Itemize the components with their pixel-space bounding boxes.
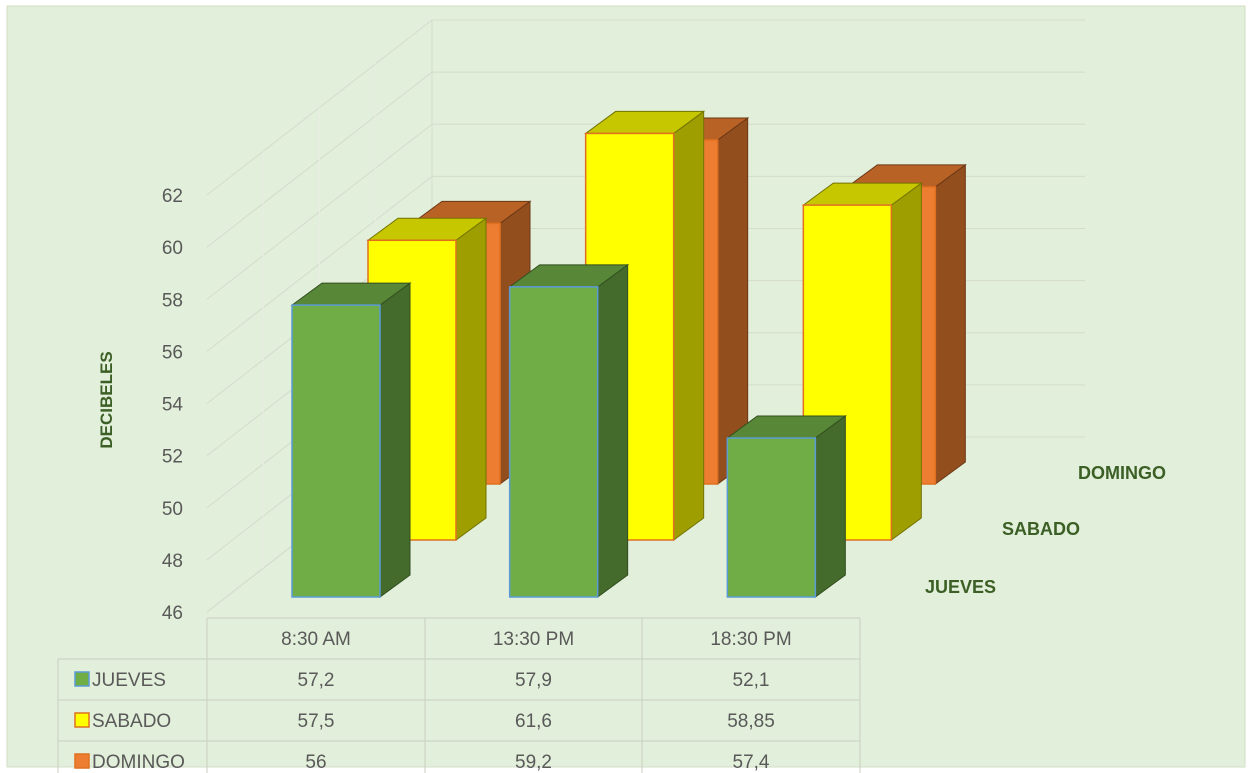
legend-label-sabado: SABADO [92,711,171,732]
table-cell: 59,2 [515,752,552,773]
y-tick-label: 52 [162,447,183,468]
bar [508,263,630,598]
legend-label-jueves: JUEVES [92,670,166,691]
data-table: 8:30 AM 13:30 PM 18:30 PM JUEVES 57,2 57,9 52,… [57,617,861,773]
bar-side [673,110,705,541]
bar-side [455,217,487,541]
table-cell: 58,85 [727,711,775,732]
series-jueves [290,263,847,598]
y-tick-label: 56 [162,342,183,363]
legend-key-jueves [74,671,90,687]
depth-label-domingo: DOMINGO [1078,463,1166,483]
bar-side [890,182,922,541]
table-cell: 56 [305,752,326,773]
bar-side [814,415,846,598]
legend-key-domingo [74,753,90,769]
table-cell: 57,5 [298,711,335,732]
y-tick-label: 62 [162,186,183,207]
depth-label-jueves: JUEVES [925,577,996,597]
bar [725,415,847,598]
table-cell: 57,2 [298,670,335,691]
series-depth-labels: JUEVES SABADO DOMINGO [925,463,1166,597]
y-tick-label: 54 [162,395,184,416]
table-cell: 61,6 [515,711,552,732]
table-cell: 52,1 [733,670,770,691]
table-cell: 57,4 [733,752,770,773]
x-tick-label: 13:30 PM [493,629,574,650]
y-tick-label: 60 [162,238,183,259]
y-tick-label: 58 [162,290,183,311]
x-tick-label: 18:30 PM [710,629,791,650]
y-tick-label: 48 [162,551,183,572]
y-axis-ticks: 46 48 50 52 54 56 58 60 62 [162,186,184,624]
table-cell: 57,9 [515,670,552,691]
legend-label-domingo: DOMINGO [92,752,185,773]
y-tick-label: 50 [162,499,183,520]
bar-front [291,304,381,598]
bar-side [379,282,411,598]
y-axis-label: DECIBELES [97,351,116,448]
depth-label-sabado: SABADO [1002,519,1080,539]
legend-key-sabado [74,712,90,728]
bar-side [597,263,629,598]
bar-front [726,437,817,598]
y-tick-label: 46 [162,603,183,624]
bars [290,110,967,598]
bar-side [934,163,966,485]
bar-front [508,286,599,598]
x-tick-label: 8:30 AM [281,629,351,650]
bar [290,282,412,598]
